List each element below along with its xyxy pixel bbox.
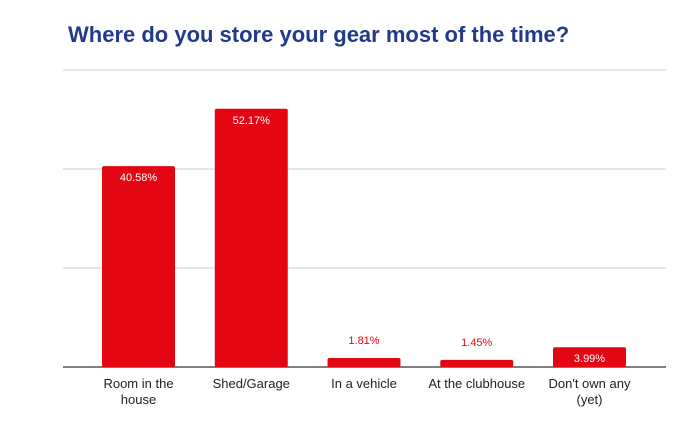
bar [327,358,401,367]
data-label: 52.17% [233,115,271,127]
x-tick-label: house [121,392,156,407]
bar [440,359,514,367]
data-label: 3.99% [574,353,605,365]
x-tick-label: Room in the [103,376,173,391]
bar [214,108,288,368]
data-label: 1.81% [348,335,379,347]
x-tick-label: Don't own any [549,376,631,391]
x-tick-label: (yet) [577,392,603,407]
chart-title: Where do you store your gear most of the… [68,22,569,47]
data-label: 1.45% [461,337,492,349]
bar [553,347,626,367]
data-label: 40.58% [120,172,158,184]
x-tick-label: In a vehicle [331,376,397,391]
x-tick-label: At the clubhouse [428,376,525,391]
bar [102,166,175,367]
x-tick-label: Shed/Garage [213,376,290,391]
